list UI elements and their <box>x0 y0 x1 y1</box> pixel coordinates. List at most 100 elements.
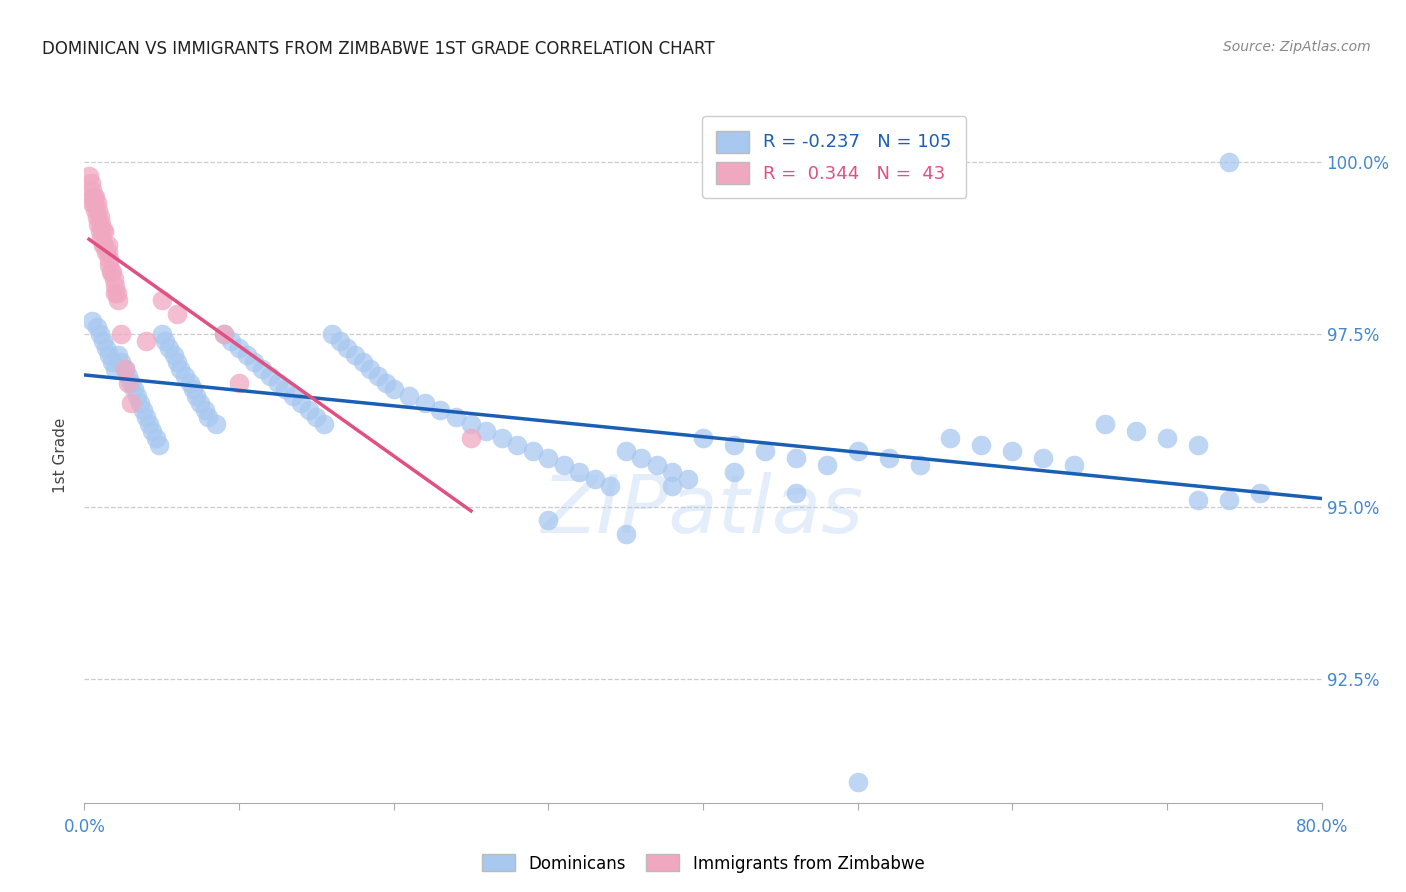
Point <box>630 451 652 466</box>
Point <box>212 327 235 342</box>
Point <box>90 217 112 231</box>
Point <box>103 272 125 286</box>
Point <box>360 361 382 376</box>
Point <box>98 348 121 362</box>
Point <box>676 472 699 486</box>
Point <box>135 334 157 349</box>
Point <box>1125 424 1147 438</box>
Point <box>188 396 212 410</box>
Point <box>94 341 117 355</box>
Point <box>475 424 498 438</box>
Point <box>91 224 114 238</box>
Point <box>132 403 155 417</box>
Point <box>93 224 115 238</box>
Point <box>122 383 145 397</box>
Point <box>267 376 290 390</box>
Point <box>1218 492 1240 507</box>
Point <box>692 431 714 445</box>
Point <box>785 485 807 500</box>
Point <box>120 376 142 390</box>
Point <box>89 211 111 225</box>
Point <box>1156 431 1178 445</box>
Point <box>94 244 117 259</box>
Point <box>367 368 389 383</box>
Point <box>135 410 157 425</box>
Point <box>82 183 104 197</box>
Point <box>283 389 305 403</box>
Point <box>141 424 163 438</box>
Point <box>97 237 120 252</box>
Point <box>166 307 188 321</box>
Point <box>120 396 142 410</box>
Point <box>1218 155 1240 169</box>
Point <box>93 237 115 252</box>
Point <box>614 444 637 458</box>
Point <box>252 361 274 376</box>
Point <box>150 293 173 307</box>
Text: Source: ZipAtlas.com: Source: ZipAtlas.com <box>1223 40 1371 54</box>
Point <box>101 355 124 369</box>
Point <box>159 341 181 355</box>
Point <box>212 327 235 342</box>
Point <box>107 348 129 362</box>
Point <box>506 437 529 451</box>
Point <box>86 196 108 211</box>
Point <box>553 458 575 473</box>
Point <box>114 361 136 376</box>
Point <box>84 189 107 203</box>
Point <box>413 396 436 410</box>
Point <box>259 368 281 383</box>
Point <box>174 368 197 383</box>
Point <box>114 361 136 376</box>
Point <box>1063 458 1085 473</box>
Point <box>298 403 321 417</box>
Point <box>194 403 217 417</box>
Point <box>329 334 352 349</box>
Point <box>645 458 668 473</box>
Point <box>148 437 170 451</box>
Point <box>336 341 359 355</box>
Point <box>104 279 127 293</box>
Point <box>599 479 621 493</box>
Text: DOMINICAN VS IMMIGRANTS FROM ZIMBABWE 1ST GRADE CORRELATION CHART: DOMINICAN VS IMMIGRANTS FROM ZIMBABWE 1S… <box>42 40 714 58</box>
Point <box>568 465 591 479</box>
Point <box>197 410 219 425</box>
Point <box>583 472 606 486</box>
Point <box>460 431 482 445</box>
Point <box>228 341 250 355</box>
Point <box>723 437 745 451</box>
Point <box>90 231 112 245</box>
Point <box>846 444 869 458</box>
Point <box>77 169 100 183</box>
Point <box>877 451 900 466</box>
Point <box>1001 444 1024 458</box>
Point <box>89 327 111 342</box>
Point <box>274 383 297 397</box>
Point <box>444 410 467 425</box>
Point <box>785 451 807 466</box>
Point <box>104 286 127 301</box>
Point <box>614 527 637 541</box>
Point <box>205 417 228 431</box>
Point <box>815 458 838 473</box>
Point <box>908 458 931 473</box>
Point <box>101 265 124 279</box>
Point <box>125 389 148 403</box>
Point <box>305 410 328 425</box>
Point <box>79 176 101 190</box>
Point <box>939 431 962 445</box>
Y-axis label: 1st Grade: 1st Grade <box>53 417 69 492</box>
Point <box>179 376 201 390</box>
Point <box>89 224 111 238</box>
Point <box>382 383 405 397</box>
Point <box>970 437 993 451</box>
Point <box>460 417 482 431</box>
Point <box>107 293 129 307</box>
Point <box>83 196 105 211</box>
Point <box>138 417 160 431</box>
Point <box>221 334 243 349</box>
Point <box>1094 417 1116 431</box>
Point <box>1187 492 1209 507</box>
Legend: R = -0.237   N = 105, R =  0.344   N =  43: R = -0.237 N = 105, R = 0.344 N = 43 <box>702 116 966 198</box>
Point <box>82 313 104 327</box>
